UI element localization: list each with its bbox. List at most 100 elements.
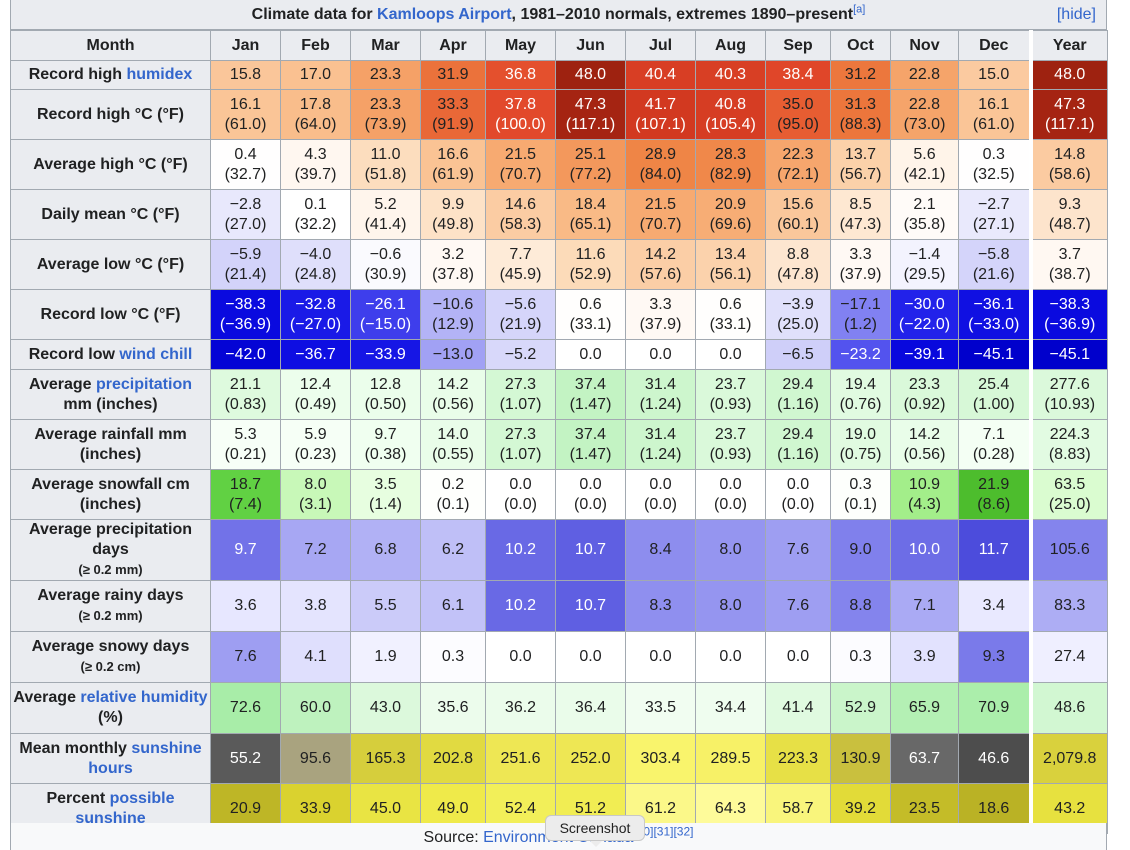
cell-value: (37.9) bbox=[839, 265, 882, 283]
data-cell: −5.9 (21.4) bbox=[210, 239, 281, 290]
cell-value: 47.3 bbox=[574, 95, 607, 113]
data-cell: 22.8 (73.0) bbox=[890, 89, 959, 140]
data-cell: 41.7 (107.1) bbox=[625, 89, 696, 140]
cell-value: (32.5) bbox=[972, 165, 1015, 183]
data-cell: 36.4 bbox=[555, 682, 626, 734]
data-cell: 6.2 bbox=[420, 519, 486, 581]
cell-value: (72.1) bbox=[777, 165, 819, 183]
cell-value: −45.1 bbox=[1049, 345, 1090, 363]
cell-value: (27.1) bbox=[972, 215, 1015, 233]
column-header: May bbox=[485, 30, 556, 61]
cell-value: 13.4 bbox=[714, 245, 747, 263]
cell-value: 7.6 bbox=[786, 541, 810, 558]
cell-value: 36.2 bbox=[504, 699, 537, 716]
cell-value: 0.4 bbox=[234, 145, 257, 163]
data-cell: 0.0 bbox=[695, 339, 766, 370]
cell-value: (1.24) bbox=[639, 445, 682, 463]
hide-toggle[interactable]: [hide] bbox=[1056, 6, 1096, 23]
cell-value: (0.23) bbox=[294, 445, 337, 463]
column-header: Dec bbox=[958, 30, 1031, 61]
data-cell: 31.3 (88.3) bbox=[830, 89, 891, 140]
cell-value: 10.9 bbox=[908, 475, 941, 493]
data-cell: 17.8 (64.0) bbox=[280, 89, 351, 140]
row-header-link[interactable]: possible sunshine bbox=[75, 789, 175, 827]
cell-value: 46.6 bbox=[978, 749, 1010, 767]
cell-value: 29.4 bbox=[782, 425, 814, 443]
cell-value: (51.8) bbox=[364, 165, 407, 183]
cell-value: 15.0 bbox=[978, 66, 1010, 83]
column-header: Month bbox=[10, 30, 211, 61]
data-row: Average rainfall mm (inches) 5.3 (0.21) 5.9… bbox=[10, 419, 1108, 470]
cell-value: 2.1 bbox=[913, 195, 936, 213]
cell-value: 37.4 bbox=[574, 375, 607, 393]
data-cell: 31.4 (1.24) bbox=[625, 369, 696, 420]
cell-value: 64.3 bbox=[714, 799, 747, 817]
cell-value: 23.3 bbox=[369, 95, 402, 113]
data-cell: 14.0 (0.55) bbox=[420, 419, 486, 470]
data-cell: 60.0 bbox=[280, 682, 351, 734]
data-cell: 3.5 (1.4) bbox=[350, 469, 421, 520]
caption-note[interactable]: [a] bbox=[853, 3, 866, 16]
cell-value: (35.8) bbox=[903, 215, 946, 233]
cell-value: (1.4) bbox=[369, 495, 402, 513]
cell-value: 45.0 bbox=[369, 799, 402, 817]
cell-value: (8.83) bbox=[1048, 445, 1091, 463]
data-cell: 18.4 (65.1) bbox=[555, 189, 626, 240]
data-cell: −32.8 (−27.0) bbox=[280, 289, 351, 340]
row-header-text: Record low bbox=[28, 345, 120, 363]
cell-value: (33.1) bbox=[569, 315, 612, 333]
cell-value: −38.3 bbox=[1049, 295, 1090, 313]
data-cell: 10.2 bbox=[485, 519, 556, 581]
data-cell: −13.0 bbox=[420, 339, 486, 370]
data-cell: 46.6 bbox=[958, 733, 1031, 784]
cell-value: 224.3 bbox=[1049, 425, 1090, 443]
cell-value: (0.83) bbox=[224, 395, 267, 413]
data-cell: 28.3 (82.9) bbox=[695, 139, 766, 190]
data-cell: 12.4 (0.49) bbox=[280, 369, 351, 420]
cell-value: 31.9 bbox=[437, 66, 469, 83]
cell-value: 0.3 bbox=[441, 648, 465, 665]
cell-value: 8.8 bbox=[849, 597, 872, 614]
cell-value: 0.1 bbox=[304, 195, 327, 213]
cell-value: (0.38) bbox=[364, 445, 407, 463]
row-header-link[interactable]: wind chill bbox=[119, 345, 193, 363]
cell-value: 37.4 bbox=[574, 425, 607, 443]
row-header-link[interactable]: relative humidity bbox=[80, 689, 208, 706]
row-header-link[interactable]: humidex bbox=[126, 66, 193, 83]
cell-value: (49.8) bbox=[432, 215, 474, 233]
cell-value: 3.2 bbox=[441, 245, 465, 263]
data-cell: 23.7 (0.93) bbox=[695, 369, 766, 420]
data-cell: 0.0 (0.0) bbox=[625, 469, 696, 520]
data-cell: 23.3 (0.92) bbox=[890, 369, 959, 420]
cell-value: (0.0) bbox=[644, 495, 677, 513]
cell-value: 22.8 bbox=[908, 66, 941, 83]
cell-value: 7.7 bbox=[509, 245, 532, 263]
data-cell: 10.7 bbox=[555, 580, 626, 632]
data-cell: 40.3 bbox=[695, 60, 766, 90]
data-cell: 5.9 (0.23) bbox=[280, 419, 351, 470]
cell-value: 1.9 bbox=[374, 648, 397, 665]
data-cell: 5.5 bbox=[350, 580, 421, 632]
cell-value: 5.6 bbox=[913, 145, 936, 163]
cell-value: −5.6 bbox=[504, 295, 537, 313]
caption-link[interactable]: Kamloops Airport bbox=[377, 6, 512, 23]
source-ref[interactable]: [31] bbox=[653, 824, 674, 839]
data-cell: −36.7 bbox=[280, 339, 351, 370]
row-header-link[interactable]: sunshine hours bbox=[88, 739, 202, 777]
data-row: Average relative humidity (%) 72.6 60.0 43.… bbox=[10, 682, 1108, 734]
data-cell: 202.8 bbox=[420, 733, 486, 784]
cell-value: 21.9 bbox=[978, 475, 1010, 493]
row-header-link[interactable]: precipitation bbox=[95, 375, 192, 393]
cell-value: 33.9 bbox=[299, 799, 332, 817]
data-cell: −0.6 (30.9) bbox=[350, 239, 421, 290]
data-cell: 6.8 bbox=[350, 519, 421, 581]
source-ref[interactable]: [32] bbox=[673, 824, 694, 839]
cell-value: 39.2 bbox=[844, 799, 877, 817]
cell-value: 28.3 bbox=[714, 145, 747, 163]
row-header-text: Record low °C (°F) bbox=[40, 305, 181, 323]
cell-value: −26.1 bbox=[365, 295, 406, 313]
cell-value: −5.2 bbox=[504, 345, 537, 363]
data-cell: 7.2 bbox=[280, 519, 351, 581]
data-cell: 9.3 (48.7) bbox=[1028, 189, 1108, 240]
data-cell: 83.3 bbox=[1028, 580, 1108, 632]
